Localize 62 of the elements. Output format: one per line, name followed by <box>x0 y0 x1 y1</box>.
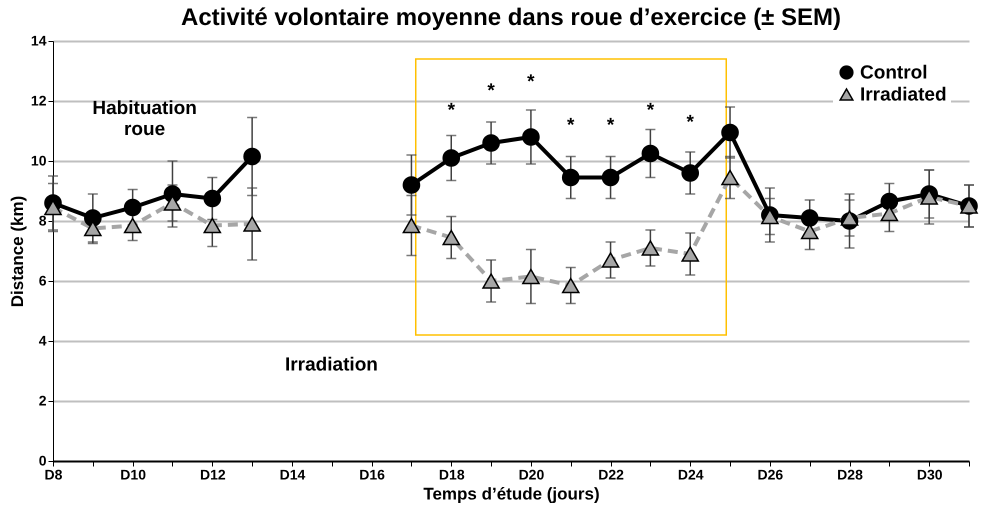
x-tick-label: D26 <box>758 466 784 482</box>
point <box>442 230 460 246</box>
point <box>681 246 700 262</box>
point <box>800 209 819 227</box>
x-axis-title: Temps d’étude (jours) <box>423 484 600 504</box>
point <box>642 144 660 162</box>
y-tick-label: 8 <box>38 212 47 228</box>
point <box>602 252 620 268</box>
x-tick-label: D28 <box>837 466 864 482</box>
chart-title: Activité volontaire moyenne dans roue d’exercice (± SEM) <box>180 4 842 31</box>
x-tick-label: D24 <box>678 466 704 482</box>
x-tick-label: D8 <box>44 466 63 482</box>
point <box>243 148 261 166</box>
x-tick-label: D22 <box>598 466 624 482</box>
point <box>602 168 620 186</box>
point <box>880 192 898 210</box>
annotation: * <box>567 115 576 136</box>
point <box>482 134 500 152</box>
point <box>203 218 222 234</box>
point <box>562 168 580 186</box>
point <box>203 190 222 208</box>
point <box>721 170 739 186</box>
annotation: * <box>448 100 456 121</box>
point <box>522 268 540 284</box>
point <box>840 210 858 226</box>
x-tick-label: D30 <box>916 466 943 482</box>
y-tick-label: 14 <box>30 32 47 48</box>
point <box>124 198 142 216</box>
point <box>124 218 142 234</box>
annotation: * <box>487 80 496 102</box>
annotation: Habituation roue <box>92 98 197 140</box>
y-tick-label: 0 <box>38 452 47 468</box>
point <box>243 216 261 232</box>
x-tick-label: D20 <box>518 466 544 482</box>
annotation: * <box>646 100 655 121</box>
legend-label: Irradiated <box>860 84 947 106</box>
x-tick-label: D14 <box>280 466 306 482</box>
annotation: * <box>527 71 536 92</box>
annotation: Irradiation <box>285 354 378 376</box>
point <box>562 278 580 294</box>
point <box>721 124 739 142</box>
annotation: * <box>606 115 615 136</box>
point <box>482 273 500 289</box>
x-tick-label: D16 <box>359 466 386 482</box>
y-tick-label: 12 <box>30 92 47 108</box>
y-axis-title: Distance (km) <box>8 196 27 308</box>
point <box>402 218 420 234</box>
point <box>681 164 700 182</box>
point <box>84 209 102 227</box>
x-tick-label: D18 <box>438 466 465 482</box>
point <box>402 176 420 194</box>
x-tick-label: D10 <box>120 466 146 482</box>
y-tick-label: 4 <box>38 332 47 348</box>
y-tick-label: 6 <box>38 272 47 288</box>
point <box>642 240 660 256</box>
point <box>442 149 460 167</box>
annotation: * <box>686 112 695 134</box>
legend-label: Control <box>860 62 928 84</box>
y-tick-label: 10 <box>30 152 47 168</box>
x-tick-label: D12 <box>200 466 226 482</box>
point <box>522 128 540 146</box>
y-tick-label: 2 <box>38 392 47 408</box>
